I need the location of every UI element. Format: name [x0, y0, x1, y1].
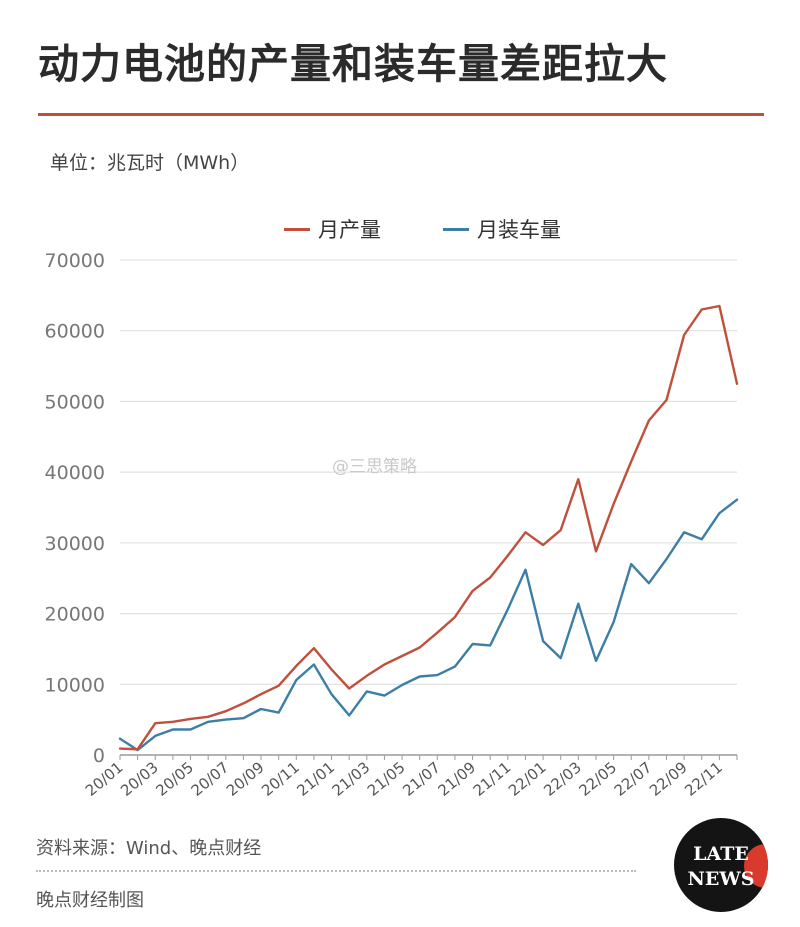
logo-text-line1: LATE: [693, 843, 749, 865]
x-tick-label: 20/05: [152, 758, 197, 800]
x-tick-label: 21/09: [434, 758, 479, 800]
late-news-logo: LATE NEWS: [674, 818, 768, 912]
y-tick-label: 60000: [45, 321, 105, 343]
legend-item-installation: 月装车量: [443, 214, 561, 244]
source-note: 资料来源：Wind、晚点财经: [36, 838, 262, 859]
x-tick-label: 21/05: [364, 758, 409, 800]
x-tick-label: 22/05: [575, 758, 620, 800]
x-tick-label: 21/11: [470, 758, 515, 800]
x-tick-label: 21/07: [399, 758, 444, 800]
y-tick-label: 30000: [45, 533, 105, 555]
legend-swatch-production: [284, 227, 310, 231]
x-tick-label: 20/03: [117, 758, 162, 800]
credit-note: 晚点财经制图: [36, 890, 144, 911]
legend-label-installation: 月装车量: [477, 218, 561, 242]
logo-text-line2: NEWS: [687, 868, 755, 890]
y-tick-label: 40000: [45, 462, 105, 484]
line-chart: 0 10000 20000 30000 40000 50000 60000 70000 20/0…: [45, 250, 739, 800]
x-tick-label: 22/11: [681, 758, 726, 800]
x-tick-label: 22/01: [505, 758, 550, 800]
x-tick-label: 22/03: [540, 758, 585, 800]
x-tick-label: 21/01: [293, 758, 338, 800]
series-line-production: [118, 304, 739, 751]
x-tick-label: 22/07: [611, 758, 656, 800]
title-underline: [38, 113, 764, 116]
x-tick-label: 21/03: [329, 758, 374, 800]
x-tick-label: 20/11: [258, 758, 303, 800]
legend: 月产量 月装车量: [0, 214, 800, 244]
y-tick-label: 20000: [45, 604, 105, 626]
x-tick-label: 20/07: [188, 758, 233, 800]
y-tick-label: 10000: [45, 674, 105, 696]
series-line-installation: [118, 498, 739, 752]
unit-label: 单位：兆瓦时（MWh）: [50, 152, 250, 174]
y-tick-label: 50000: [45, 391, 105, 413]
chart-title: 动力电池的产量和装车量差距拉大: [38, 40, 668, 88]
legend-label-production: 月产量: [318, 218, 381, 242]
legend-item-production: 月产量: [284, 214, 381, 244]
footer-divider: [36, 870, 636, 872]
x-tick-label: 22/09: [646, 758, 691, 800]
legend-swatch-installation: [443, 227, 469, 231]
x-tick-label: 20/09: [223, 758, 268, 800]
y-tick-label: 70000: [45, 250, 105, 272]
watermark: @三思策略: [332, 457, 417, 477]
y-tick-label: 0: [93, 745, 105, 767]
